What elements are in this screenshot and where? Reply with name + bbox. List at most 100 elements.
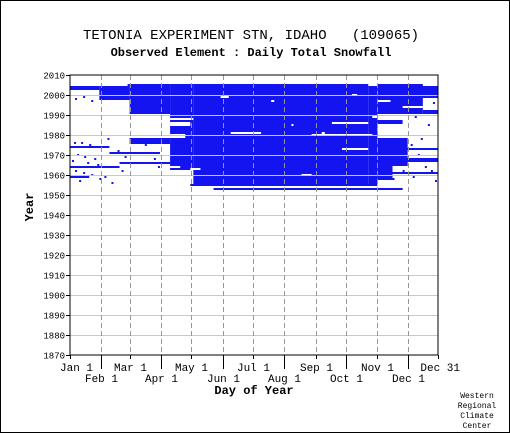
x-tick-label-1: Feb 1 — [85, 374, 118, 386]
y-tick-label-1910: 1910 — [43, 272, 65, 282]
y-tick-label-2000: 2000 — [43, 92, 65, 102]
scatter-point-15 — [111, 182, 114, 184]
scatter-point-27 — [139, 90, 142, 92]
scatter-point-5 — [94, 158, 97, 160]
scatter-point-7 — [87, 162, 90, 164]
y-tick-label-1970: 1970 — [43, 152, 65, 162]
scatter-point-38 — [434, 180, 437, 182]
observed-block-10 — [70, 86, 100, 90]
observed-block-6 — [129, 84, 171, 114]
x-tick-label-12: Dec 31 — [420, 363, 460, 375]
observed-block-16 — [372, 172, 438, 174]
observed-block-21 — [70, 146, 110, 148]
scatter-point-39 — [412, 176, 415, 178]
y-tick-label-1990: 1990 — [43, 112, 65, 122]
x-axis-label: Day of Year — [214, 384, 293, 398]
scatter-point-23 — [91, 100, 94, 102]
scatter-point-28 — [127, 84, 130, 86]
x-tick-label-7: Aug 1 — [268, 374, 301, 386]
y-tick-label-1950: 1950 — [43, 192, 65, 202]
scatter-point-34 — [410, 144, 413, 146]
observed-block-2 — [190, 184, 378, 186]
scatter-point-16 — [117, 150, 120, 152]
observed-block-20 — [70, 166, 120, 168]
scatter-point-9 — [75, 170, 78, 172]
observed-block-5 — [170, 84, 194, 170]
observed-block-12 — [377, 120, 403, 124]
x-tick-label-3: Apr 1 — [145, 374, 178, 386]
missing-gap-13 — [190, 168, 201, 170]
credit-line-0: Western — [460, 392, 494, 401]
x-tick-label-4: May 1 — [175, 363, 208, 375]
grid-lines — [70, 75, 438, 355]
scatter-point-18 — [113, 166, 116, 168]
x-tick-label-9: Oct 1 — [330, 374, 363, 386]
scatter-point-29 — [144, 144, 147, 146]
y-tick-label-1980: 1980 — [43, 132, 65, 142]
scatter-point-22 — [83, 96, 86, 98]
observed-block-1 — [213, 188, 403, 190]
observed-block-18 — [377, 148, 438, 150]
missing-gap-11 — [271, 100, 275, 102]
observed-block-14 — [402, 86, 438, 98]
scatter-point-43 — [432, 102, 435, 104]
missing-gap-1 — [170, 122, 191, 126]
scatter-point-12 — [79, 180, 82, 182]
observed-block-9 — [99, 86, 130, 100]
scatter-point-33 — [392, 178, 395, 180]
chart-title: TETONIA EXPERIMENT STN, IDAHO (109065) — [83, 28, 419, 44]
observed-block-17 — [372, 158, 438, 162]
credit-line-3: Center — [463, 422, 492, 431]
y-tick-label-1920: 1920 — [43, 252, 65, 262]
x-tick-label-2: Mar 1 — [114, 363, 147, 375]
scatter-point-17 — [124, 156, 127, 158]
scatter-point-32 — [382, 170, 385, 172]
scatter-point-44 — [414, 116, 417, 118]
scatter-point-37 — [430, 170, 433, 172]
scatter-point-31 — [157, 166, 160, 168]
y-tick-label-1890: 1890 — [43, 312, 65, 322]
missing-gap-4 — [230, 132, 262, 134]
missing-gap-6 — [321, 132, 325, 134]
scatter-point-6 — [72, 160, 75, 162]
y-tick-label-1960: 1960 — [43, 172, 65, 182]
scatter-point-26 — [131, 92, 134, 94]
credit-line-2: Climate — [460, 412, 494, 421]
scatter-point-13 — [99, 178, 102, 180]
missing-gap-0 — [170, 118, 194, 120]
observed-block-8 — [109, 152, 160, 154]
x-tick-label-10: Nov 1 — [361, 363, 394, 375]
missing-gap-16 — [402, 106, 423, 108]
scatter-point-41 — [420, 138, 423, 140]
missing-gap-14 — [170, 166, 181, 168]
y-axis-ticks: 1870 1880 1890 1900 1910 1920 1930 1940 1950 1960… — [43, 72, 70, 362]
scatter-point-42 — [427, 124, 430, 126]
scatter-point-40 — [402, 170, 405, 172]
y-tick-label-1900: 1900 — [43, 292, 65, 302]
observed-block-19 — [70, 176, 90, 178]
missing-gap-7 — [331, 122, 369, 124]
credit-line-1: Regional — [458, 402, 497, 411]
x-tick-label-6: Jul 1 — [237, 363, 270, 375]
y-tick-label-1880: 1880 — [43, 332, 65, 342]
chart-subtitle: Observed Element : Daily Total Snowfall — [111, 46, 392, 60]
y-axis-label: Year — [23, 193, 37, 222]
y-tick-label-2010: 2010 — [43, 72, 65, 82]
scatter-point-36 — [424, 166, 427, 168]
y-tick-label-1930: 1930 — [43, 232, 65, 242]
scatter-point-8 — [97, 164, 100, 166]
missing-gap-3 — [220, 96, 229, 98]
missing-gap-8 — [341, 148, 369, 150]
scatter-point-2 — [89, 144, 92, 146]
scatter-point-10 — [83, 172, 86, 174]
missing-gap-12 — [291, 124, 294, 126]
scatter-point-1 — [81, 142, 84, 144]
missing-gap-17 — [372, 116, 403, 118]
scatter-point-19 — [121, 170, 124, 172]
y-tick-label-1870: 1870 — [43, 352, 65, 362]
scatter-point-24 — [115, 96, 118, 98]
